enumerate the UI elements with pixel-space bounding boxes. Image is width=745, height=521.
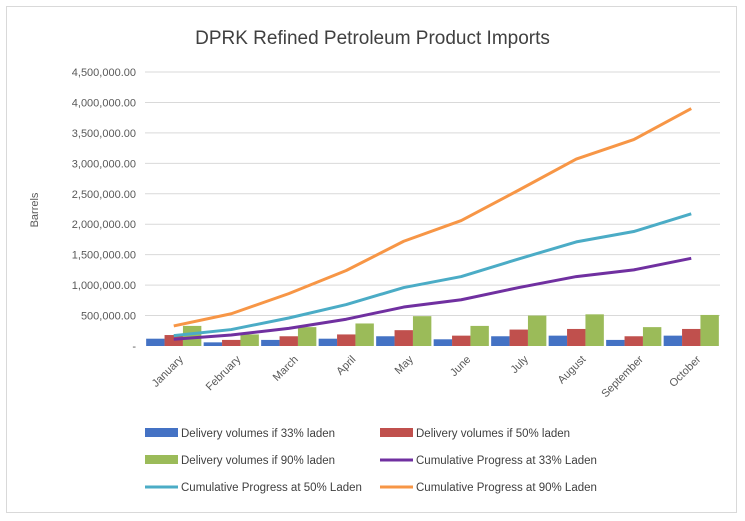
chart-title: DPRK Refined Petroleum Product Imports xyxy=(195,28,550,49)
gridlines xyxy=(145,71,720,317)
y-tick-label: 4,000,000.00 xyxy=(72,97,136,109)
bar xyxy=(222,339,241,346)
bar xyxy=(585,314,604,346)
bar xyxy=(203,342,223,346)
bar xyxy=(394,330,413,346)
bar xyxy=(606,339,625,346)
x-tick-label: May xyxy=(393,353,417,377)
bar xyxy=(700,314,719,346)
bar xyxy=(279,336,298,346)
bar xyxy=(146,338,165,346)
series-line xyxy=(173,256,692,341)
bar xyxy=(470,325,489,346)
bar xyxy=(297,327,317,346)
y-tick-label: 3,500,000.00 xyxy=(72,128,136,140)
bar xyxy=(548,335,568,346)
bar xyxy=(412,316,432,346)
bar xyxy=(491,336,510,346)
x-tick-label: August xyxy=(556,354,589,387)
legend: Delivery volumes if 33% laden Delivery vo… xyxy=(145,428,597,494)
legend-label: Delivery volumes if 90% laden xyxy=(181,455,335,467)
bar xyxy=(355,323,374,346)
bar xyxy=(261,339,280,346)
y-tick-label: 2,500,000.00 xyxy=(72,189,136,201)
bar xyxy=(682,328,701,346)
bar xyxy=(164,335,183,346)
series-line xyxy=(173,107,692,328)
x-tick-label: July xyxy=(509,353,532,376)
legend-swatch xyxy=(145,455,178,464)
bar xyxy=(527,315,547,346)
bar xyxy=(663,335,683,346)
x-tick-label: April xyxy=(334,354,358,378)
y-tick-label: 500,000.00 xyxy=(81,311,136,323)
x-tick-label: March xyxy=(271,354,301,384)
bar xyxy=(433,339,453,346)
y-tick-label: 1,000,000.00 xyxy=(72,280,136,292)
legend-label: Cumulative Progress at 90% Laden xyxy=(416,482,597,494)
legend-label: Delivery volumes if 33% laden xyxy=(181,428,335,440)
legend-label: Delivery volumes if 50% laden xyxy=(416,428,570,440)
line-series xyxy=(173,107,692,341)
x-tick-label: January xyxy=(150,353,187,390)
bar xyxy=(182,325,202,346)
y-axis-ticks: - 500,000.00 1,000,000.00 1,500,000.00 2,000… xyxy=(72,67,137,353)
x-axis-ticks: January February March April May June July Augu… xyxy=(150,353,704,400)
bar-series xyxy=(146,314,719,346)
x-tick-label: February xyxy=(204,353,244,393)
y-tick-label: 3,000,000.00 xyxy=(72,158,136,170)
series-line xyxy=(173,212,692,338)
bar xyxy=(624,336,643,346)
y-tick-label: 2,000,000.00 xyxy=(72,219,136,231)
legend-label: Cumulative Progress at 50% Laden xyxy=(181,482,362,494)
bar xyxy=(642,327,662,346)
x-tick-label: September xyxy=(599,353,646,400)
bar xyxy=(376,336,395,346)
chart-frame xyxy=(6,6,737,513)
y-tick-label: 1,500,000.00 xyxy=(72,250,136,262)
bar xyxy=(240,334,259,346)
bar xyxy=(509,329,528,346)
legend-label: Cumulative Progress at 33% Laden xyxy=(416,455,597,467)
x-tick-label: October xyxy=(667,353,703,389)
legend-swatch xyxy=(145,428,178,437)
bar xyxy=(337,334,356,346)
y-axis-label: Barrels xyxy=(29,192,41,227)
x-tick-label: June xyxy=(448,354,473,379)
y-tick-label: - xyxy=(132,341,136,353)
bar xyxy=(567,328,586,346)
bar xyxy=(318,338,338,346)
bar xyxy=(452,335,471,346)
y-tick-label: 4,500,000.00 xyxy=(72,67,136,79)
legend-swatch xyxy=(380,428,413,437)
